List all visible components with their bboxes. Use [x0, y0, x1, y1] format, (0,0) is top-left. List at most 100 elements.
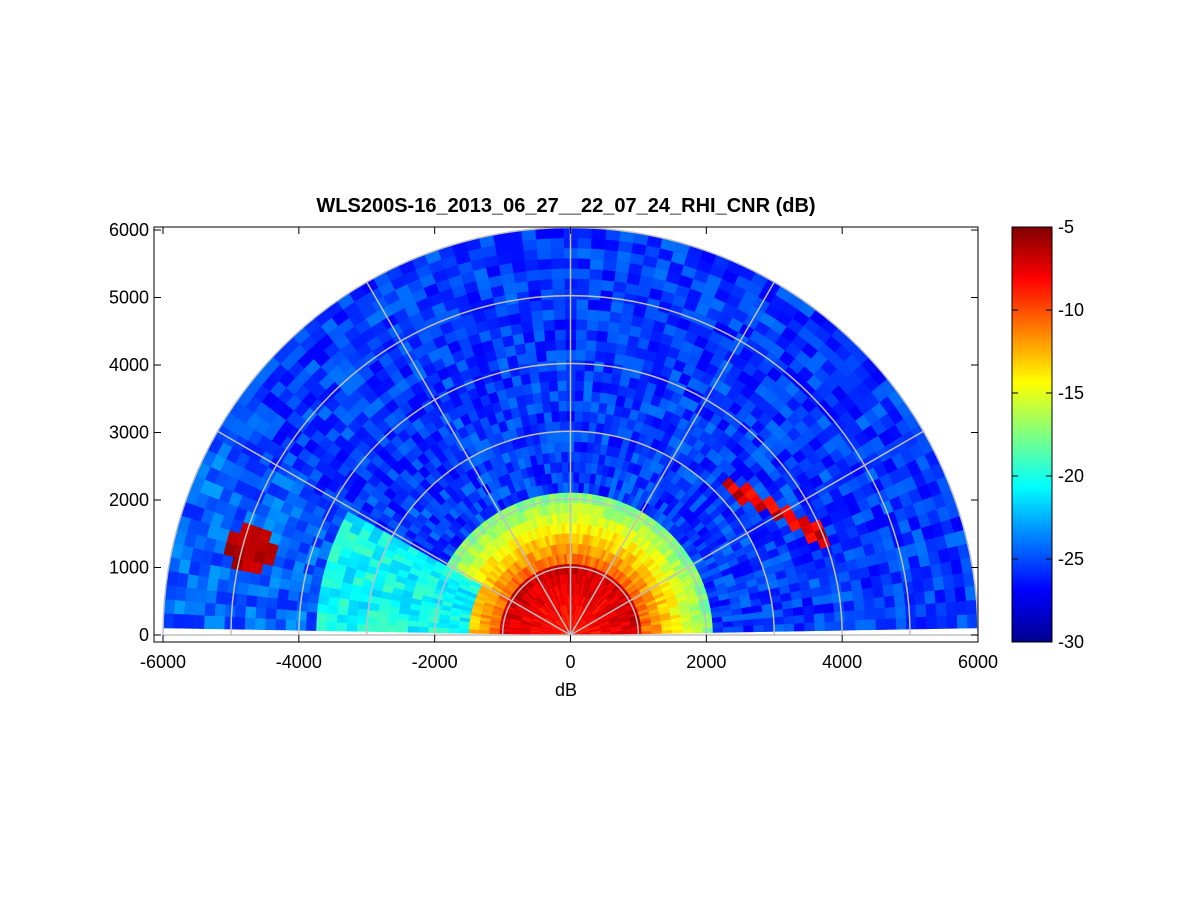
- colorbar-tick-label: -10: [1058, 300, 1084, 320]
- colorbar-gradient: [1011, 226, 1053, 643]
- heatmap-cell: [575, 318, 588, 331]
- heatmap-cell: [524, 259, 539, 272]
- heatmap-cell: [884, 606, 897, 619]
- heatmap-cell: [254, 607, 267, 620]
- heatmap-cell: [752, 617, 765, 626]
- heatmap-cell: [558, 410, 568, 422]
- heatmap-cell: [356, 616, 368, 625]
- heatmap-cell: [552, 288, 565, 300]
- heatmap-cell: [226, 580, 239, 595]
- heatmap-cell: [585, 339, 597, 352]
- heatmap-cell: [288, 580, 301, 593]
- heatmap-cell: [235, 593, 248, 607]
- heatmap-cell: [236, 582, 249, 596]
- heatmap-cell: [305, 611, 318, 623]
- heatmap-cell: [547, 370, 558, 382]
- heatmap-cell: [574, 390, 584, 402]
- heatmap-cell: [346, 607, 359, 617]
- heatmap-cell: [397, 619, 409, 627]
- heatmap-cell: [588, 411, 599, 424]
- heatmap-cell: [183, 614, 195, 629]
- heatmap-cell: [573, 430, 582, 443]
- heatmap-cell: [584, 349, 596, 362]
- heatmap-cell: [834, 610, 846, 622]
- heatmap-cell: [560, 451, 568, 463]
- heatmap-cell: [945, 600, 958, 616]
- heatmap-cell: [844, 619, 857, 631]
- heatmap-cell: [526, 279, 541, 292]
- heatmap-cell: [531, 320, 545, 333]
- heatmap-cell: [586, 309, 600, 321]
- heatmap-cell: [387, 618, 399, 627]
- heatmap-cell: [913, 591, 927, 606]
- heatmap-cell: [601, 371, 613, 384]
- heatmap-cell: [956, 613, 969, 629]
- heatmap-cell: [574, 380, 585, 392]
- heatmap-cell: [315, 621, 327, 632]
- heatmap-cell: [580, 431, 589, 443]
- heatmap-cell: [586, 319, 599, 331]
- colorbar-tick-label: -20: [1058, 466, 1084, 486]
- heatmap-cell: [519, 311, 533, 324]
- heatmap-cell: [577, 227, 593, 239]
- heatmap-cell: [396, 625, 409, 633]
- heatmap-cell: [194, 588, 207, 604]
- heatmap-cell: [834, 620, 846, 631]
- heatmap-cell: [874, 607, 887, 620]
- heatmap-cell: [387, 612, 399, 621]
- heatmap-cell: [549, 247, 565, 259]
- heatmap-cell: [576, 288, 589, 300]
- heatmap-cell: [315, 612, 328, 623]
- heatmap-cell: [536, 360, 548, 373]
- heatmap-cell: [216, 578, 229, 594]
- heatmap-cell: [316, 603, 329, 615]
- heatmap-cell: [509, 631, 520, 635]
- heatmap-cell: [573, 451, 581, 463]
- heatmap-cell: [594, 350, 606, 363]
- heatmap-cell: [872, 585, 885, 599]
- y-tick-label: 0: [139, 625, 149, 645]
- heatmap-cell: [458, 628, 470, 634]
- heatmap-cell: [244, 617, 256, 630]
- heatmap-cell: [584, 359, 595, 372]
- heatmap-cell: [417, 621, 429, 628]
- heatmap-cell: [926, 615, 938, 630]
- heatmap-cell: [204, 589, 217, 605]
- heatmap-cell: [366, 623, 378, 632]
- heatmap-cell: [589, 401, 600, 413]
- colorbar-tick-label: -15: [1058, 383, 1084, 403]
- heatmap-cell: [915, 603, 927, 618]
- heatmap-cell: [163, 599, 176, 615]
- heatmap-cell: [544, 339, 556, 352]
- heatmap-cell: [522, 331, 535, 344]
- heatmap-cell: [883, 594, 896, 608]
- heatmap-cell: [793, 622, 806, 632]
- heatmap-cell: [527, 289, 542, 302]
- heatmap-cell: [892, 582, 905, 596]
- heatmap-cell: [882, 583, 895, 597]
- heatmap-cell: [549, 237, 565, 249]
- heatmap-cell: [583, 370, 594, 382]
- chart-title: WLS200S-16_2013_06_27__22_07_24_RHI_CNR …: [316, 195, 815, 217]
- heatmap-cell: [539, 380, 550, 393]
- heatmap-cell: [612, 280, 627, 294]
- heatmap-cell: [803, 613, 816, 624]
- heatmap-cell: [936, 614, 948, 629]
- heatmap-cell: [427, 622, 439, 629]
- heatmap-cell: [571, 532, 577, 544]
- heatmap-cell: [548, 390, 559, 402]
- heatmap-cell: [571, 522, 577, 534]
- heatmap-cell: [576, 247, 592, 259]
- heatmap-cell: [597, 309, 611, 322]
- heatmap-cell: [275, 608, 287, 621]
- heatmap-cell: [585, 329, 598, 342]
- heatmap-cell: [574, 369, 585, 382]
- heatmap-cell: [924, 589, 937, 605]
- heatmap-cell: [587, 298, 601, 311]
- heatmap-cell: [864, 608, 877, 620]
- heatmap-cell: [572, 512, 578, 524]
- heatmap-cell: [591, 380, 602, 393]
- heatmap-cell: [603, 351, 616, 364]
- heatmap-cell: [793, 614, 805, 624]
- heatmap-cell: [376, 624, 388, 633]
